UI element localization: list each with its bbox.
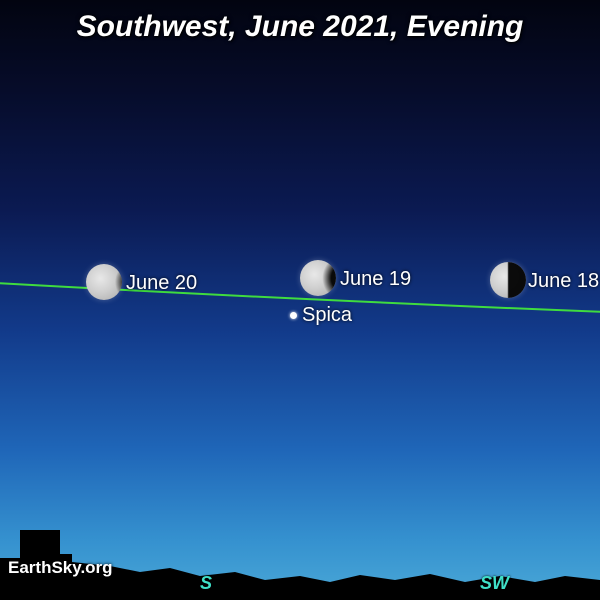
moon-june-18 [490,262,526,298]
sky-chart: Southwest, June 2021, Evening June 20 Ju… [0,0,600,600]
moon-shadow [490,262,526,298]
moon-june-19 [300,260,336,296]
moon-label-june-18: June 18 [528,270,599,293]
star-spica-label: Spica [302,304,352,327]
chart-title: Southwest, June 2021, Evening [0,10,600,44]
compass-south: S [200,573,212,594]
moon-shadow [86,264,122,300]
moon-label-june-20: June 20 [126,272,197,295]
moon-june-20 [86,264,122,300]
star-spica-dot [290,312,297,319]
attribution-text: EarthSky.org [8,558,113,578]
moon-label-june-19: June 19 [340,268,411,291]
compass-southwest: SW [480,573,509,594]
moon-shadow [300,260,336,296]
horizon-silhouette [0,510,600,600]
